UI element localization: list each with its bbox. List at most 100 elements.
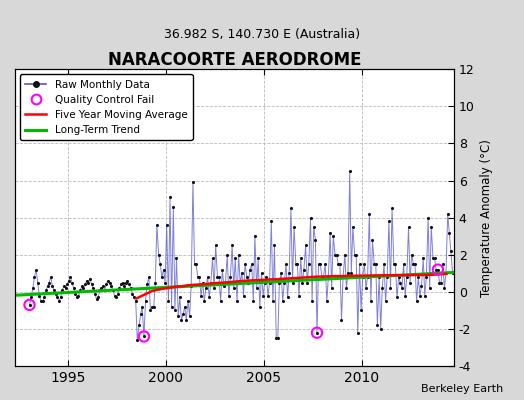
- Point: [246, 266, 254, 273]
- Point: [29, 285, 37, 291]
- Point: [107, 283, 115, 290]
- Point: [161, 280, 169, 286]
- Point: [179, 311, 188, 317]
- Point: [300, 266, 308, 273]
- Point: [114, 290, 122, 297]
- Point: [446, 248, 455, 254]
- Point: [249, 298, 257, 304]
- Point: [425, 285, 434, 291]
- Point: [267, 218, 276, 224]
- Point: [244, 280, 253, 286]
- Point: [187, 283, 195, 290]
- Point: [231, 255, 239, 262]
- Point: [68, 280, 76, 286]
- Point: [185, 313, 194, 319]
- Point: [391, 261, 400, 267]
- Point: [189, 179, 197, 186]
- Point: [34, 280, 42, 286]
- Point: [405, 224, 413, 230]
- Point: [280, 280, 289, 286]
- Point: [197, 292, 205, 299]
- Point: [344, 270, 352, 276]
- Point: [84, 280, 93, 286]
- Y-axis label: Temperature Anomaly (°C): Temperature Anomaly (°C): [481, 139, 493, 296]
- Point: [270, 242, 279, 249]
- Point: [212, 242, 220, 249]
- Point: [360, 261, 368, 267]
- Point: [295, 292, 303, 299]
- Point: [25, 302, 34, 308]
- Point: [432, 266, 440, 273]
- Point: [373, 322, 381, 328]
- Point: [35, 292, 43, 299]
- Point: [363, 274, 372, 280]
- Point: [140, 333, 148, 340]
- Point: [181, 304, 189, 310]
- Point: [336, 261, 344, 267]
- Point: [370, 261, 378, 267]
- Point: [288, 280, 297, 286]
- Point: [203, 274, 212, 280]
- Point: [408, 252, 416, 258]
- Point: [282, 261, 290, 267]
- Point: [439, 261, 447, 267]
- Point: [411, 261, 419, 267]
- Point: [241, 261, 249, 267]
- Point: [307, 214, 315, 221]
- Point: [194, 274, 202, 280]
- Point: [380, 261, 388, 267]
- Point: [61, 285, 70, 291]
- Point: [254, 255, 263, 262]
- Point: [421, 292, 429, 299]
- Point: [290, 224, 298, 230]
- Point: [51, 290, 60, 297]
- Point: [123, 278, 132, 284]
- Point: [311, 237, 320, 243]
- Point: [169, 203, 178, 210]
- Point: [32, 266, 40, 273]
- Point: [326, 229, 334, 236]
- Point: [321, 261, 330, 267]
- Point: [152, 222, 161, 228]
- Point: [406, 280, 414, 286]
- Point: [184, 298, 192, 304]
- Point: [256, 304, 264, 310]
- Point: [422, 274, 431, 280]
- Point: [135, 322, 143, 328]
- Point: [195, 274, 204, 280]
- Point: [190, 261, 199, 267]
- Point: [279, 298, 287, 304]
- Point: [386, 285, 395, 291]
- Point: [223, 252, 232, 258]
- Point: [303, 280, 311, 286]
- Point: [354, 330, 362, 336]
- Point: [328, 285, 336, 291]
- Point: [54, 298, 63, 304]
- Point: [220, 283, 228, 290]
- Point: [158, 274, 166, 280]
- Point: [53, 294, 61, 301]
- Point: [156, 261, 165, 267]
- Point: [111, 292, 119, 299]
- Point: [253, 285, 261, 291]
- Point: [145, 274, 153, 280]
- Point: [63, 281, 71, 288]
- Point: [101, 287, 109, 293]
- Point: [45, 280, 53, 286]
- Point: [57, 294, 65, 301]
- Point: [435, 280, 444, 286]
- Point: [205, 294, 213, 301]
- Point: [329, 233, 337, 240]
- Point: [209, 255, 217, 262]
- Point: [308, 298, 316, 304]
- Point: [390, 261, 398, 267]
- Point: [74, 292, 83, 299]
- Point: [25, 302, 34, 308]
- Point: [91, 290, 99, 297]
- Point: [334, 261, 342, 267]
- Point: [274, 335, 282, 342]
- Point: [215, 274, 223, 280]
- Point: [368, 237, 377, 243]
- Point: [108, 287, 117, 293]
- Point: [66, 274, 74, 280]
